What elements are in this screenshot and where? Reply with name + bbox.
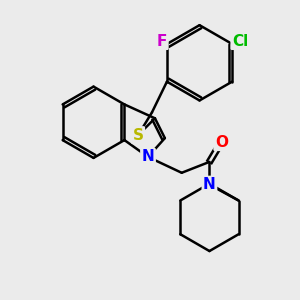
Text: S: S bbox=[133, 128, 144, 142]
Text: N: N bbox=[142, 149, 154, 164]
Text: N: N bbox=[203, 177, 216, 192]
Text: F: F bbox=[157, 34, 167, 49]
Text: Cl: Cl bbox=[232, 34, 248, 49]
Text: O: O bbox=[215, 135, 228, 150]
